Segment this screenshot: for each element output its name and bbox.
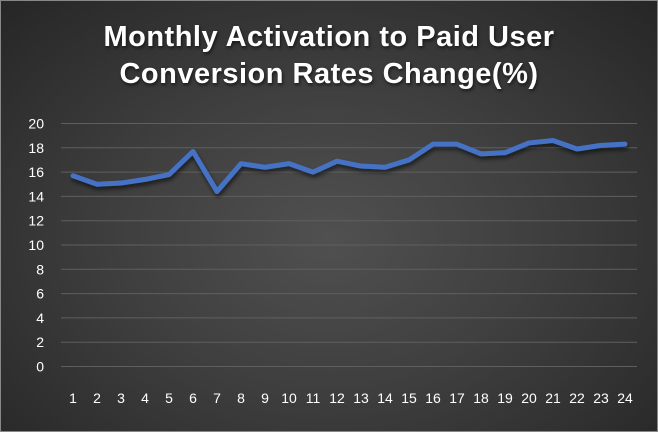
x-tick-label: 9	[261, 390, 269, 406]
y-tick-label: 14	[28, 188, 44, 204]
x-tick-label: 1	[69, 390, 77, 406]
x-tick-label: 7	[213, 390, 221, 406]
x-tick-label: 22	[569, 390, 585, 406]
x-tick-label: 18	[473, 390, 489, 406]
y-tick-label: 16	[28, 164, 44, 180]
x-tick-label: 17	[449, 390, 465, 406]
x-tick-label: 8	[237, 390, 245, 406]
y-tick-label: 10	[28, 237, 44, 253]
x-tick-label: 4	[141, 390, 149, 406]
x-tick-label: 2	[93, 390, 101, 406]
y-tick-label: 6	[36, 286, 44, 302]
x-tick-label: 3	[117, 390, 125, 406]
chart-title-line-2: Conversion Rates Change(%)	[119, 58, 539, 90]
y-tick-label: 4	[36, 310, 44, 326]
x-tick-label: 6	[189, 390, 197, 406]
x-tick-label: 12	[329, 390, 345, 406]
y-tick-label: 8	[36, 261, 44, 277]
chart-title-line-1: Monthly Activation to Paid User	[103, 21, 555, 53]
x-tick-label: 21	[545, 390, 561, 406]
x-tick-label: 20	[521, 390, 537, 406]
x-tick-label: 23	[593, 390, 609, 406]
x-tick-label: 24	[617, 390, 633, 406]
x-tick-label: 19	[497, 390, 513, 406]
x-tick-label: 5	[165, 390, 173, 406]
x-tick-label: 11	[306, 390, 321, 406]
y-tick-label: 20	[28, 116, 44, 132]
x-tick-label: 14	[377, 390, 393, 406]
y-tick-label: 2	[36, 334, 44, 350]
x-tick-label: 16	[425, 390, 441, 406]
y-tick-label: 18	[28, 140, 44, 156]
x-tick-label: 10	[281, 390, 297, 406]
x-tick-label: 13	[353, 390, 369, 406]
y-tick-label: 12	[28, 213, 44, 229]
y-tick-label: 0	[36, 359, 44, 375]
x-tick-label: 15	[401, 390, 417, 406]
series-line	[70, 138, 628, 195]
